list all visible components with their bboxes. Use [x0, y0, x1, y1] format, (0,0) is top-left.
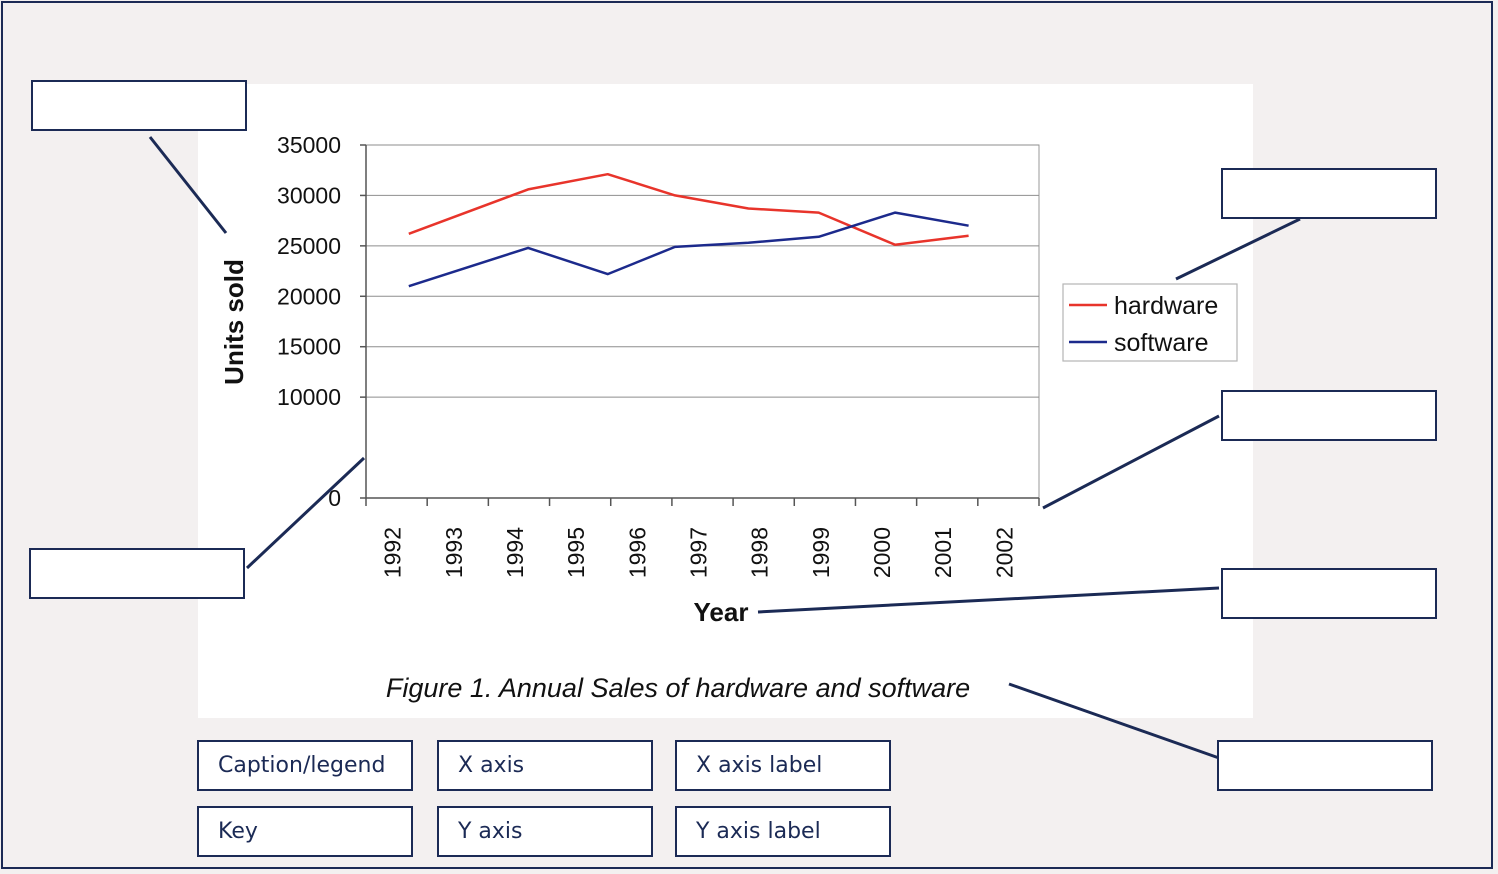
answer-box-caption[interactable]: [1217, 740, 1433, 791]
legend-label-hardware: hardware: [1114, 292, 1218, 320]
x-tick-label: 1997: [686, 527, 712, 578]
answer-box-x-axis[interactable]: [1221, 390, 1437, 441]
connector-lines: [148, 136, 1301, 760]
legend-label-software: software: [1114, 329, 1208, 357]
y-tick-label: 20000: [277, 283, 341, 309]
answer-box-x-axis-label[interactable]: [1221, 568, 1437, 619]
x-axis-title: Year: [694, 597, 749, 627]
y-tick-label: 15000: [277, 334, 341, 360]
y-tick-label: 35000: [277, 132, 341, 158]
series-line-hardware: [408, 172, 969, 247]
word-caption-legend[interactable]: Caption/legend: [197, 740, 413, 791]
x-tick-label: 1999: [808, 527, 834, 578]
connector-x-axis-label: [757, 586, 1220, 614]
y-tick-label: 10000: [277, 384, 341, 410]
connector-caption: [1008, 682, 1220, 760]
y-tick-label: 30000: [277, 182, 341, 208]
word-y-axis[interactable]: Y axis: [437, 806, 653, 857]
word-x-axis-label[interactable]: X axis label: [675, 740, 891, 791]
word-y-axis-label[interactable]: Y axis label: [675, 806, 891, 857]
word-key[interactable]: Key: [197, 806, 413, 857]
connector-y-axis: [245, 456, 366, 570]
x-tick-label: 2001: [930, 527, 956, 578]
y-tick-label: 25000: [277, 233, 341, 259]
x-tick-label: 1998: [747, 527, 773, 578]
connector-x-axis: [1042, 414, 1220, 510]
y-axis-title: Units sold: [219, 259, 249, 385]
series-line-software: [408, 211, 969, 288]
word-x-axis[interactable]: X axis: [437, 740, 653, 791]
figure-caption: Figure 1. Annual Sales of hardware and s…: [386, 673, 970, 703]
x-tick-label: 2000: [869, 527, 895, 578]
x-tick-label: 1996: [624, 527, 650, 578]
answer-box-y-axis[interactable]: [29, 548, 245, 599]
y-tick-label: 0: [328, 485, 341, 511]
legend-box: [1062, 283, 1238, 362]
connector-key: [1175, 217, 1301, 281]
connector-y-axis-label: [148, 136, 228, 234]
x-tick-label: 1995: [563, 527, 589, 578]
x-tick-label: 2002: [991, 527, 1017, 578]
x-tick-label: 1994: [502, 527, 528, 578]
plot-area: [365, 144, 1040, 499]
x-tick-label: 1993: [441, 527, 467, 578]
x-tick-label: 1992: [380, 527, 406, 578]
answer-box-key[interactable]: [1221, 168, 1437, 219]
answer-box-y-axis-label[interactable]: [31, 80, 247, 131]
chart-root: 0 10000 15000 20000 25000 30000 35000 1992 1993 1…: [219, 132, 1238, 703]
